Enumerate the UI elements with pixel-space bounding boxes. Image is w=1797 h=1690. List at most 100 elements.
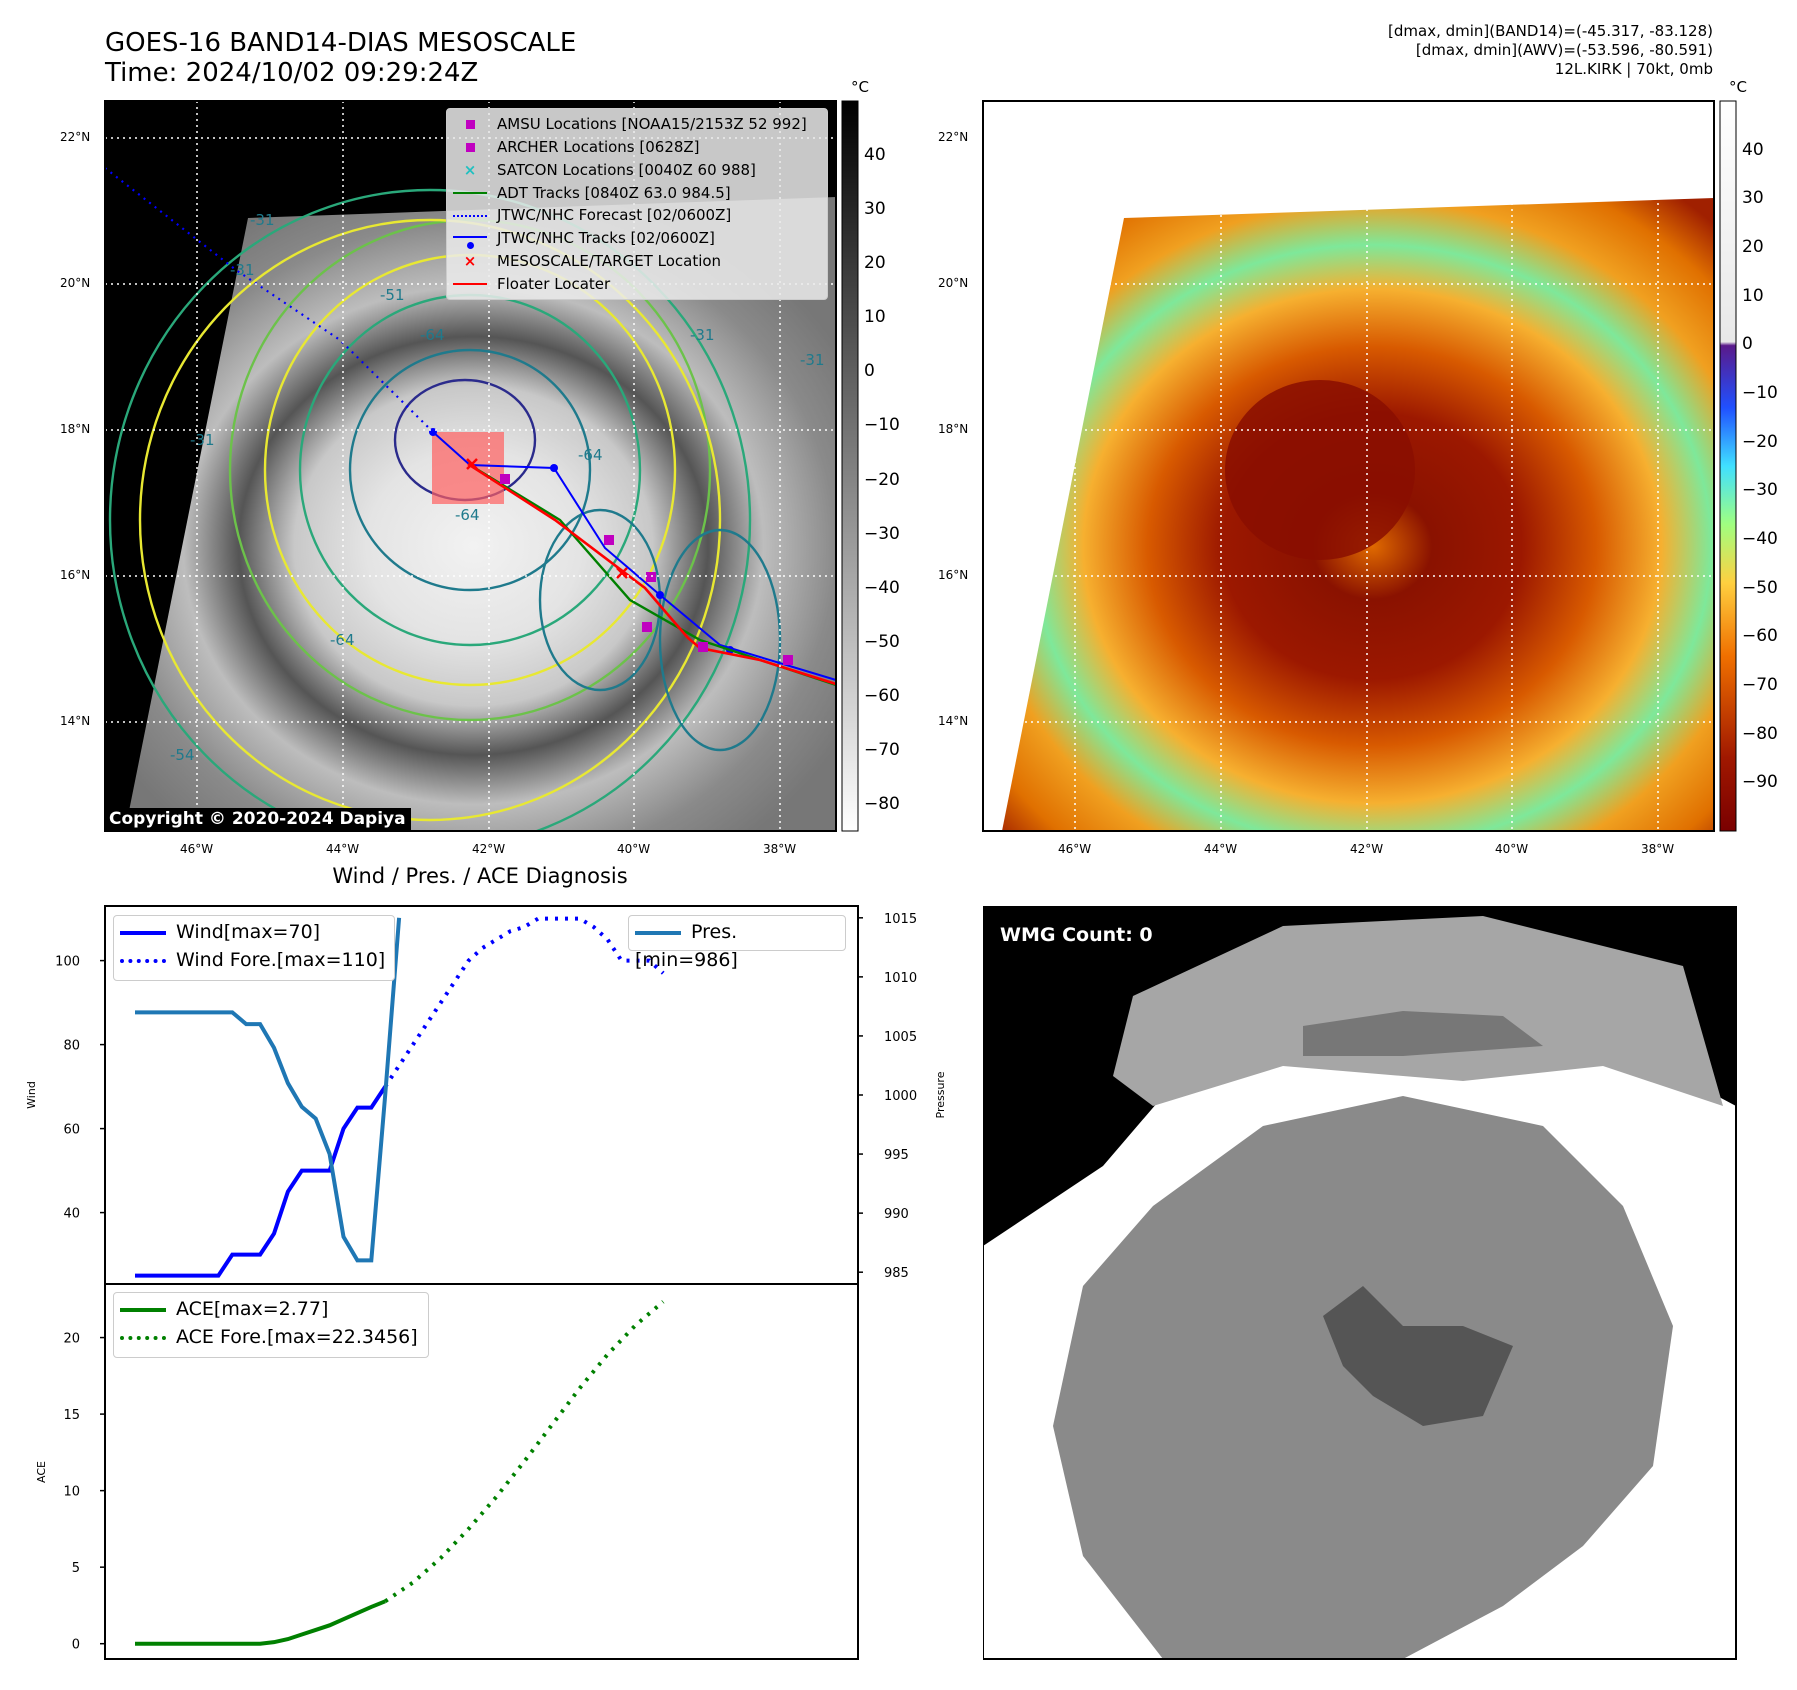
ir-colorbar-tick: 30 [864, 199, 886, 220]
wmg-mid-gray-band [1303, 1011, 1543, 1056]
legend-swatch [453, 214, 487, 217]
wv-lat-16: 16°N [938, 568, 969, 582]
wv-colorbar-ticks: 40 30 20 10 0 −10 −20 −30 −40 −50 −60 −70 −80 −90 [1742, 101, 1792, 831]
contour-label: -31 [800, 351, 825, 369]
ir-map-frame [104, 100, 837, 832]
wind-legend: Wind[max=70] Wind Fore.[max=110] [113, 915, 395, 981]
contour-label: -31 [230, 261, 255, 279]
ace-line [135, 1599, 386, 1646]
ir-lat-18: 18°N [60, 422, 91, 436]
pressure-tick-label: 990 [884, 1207, 909, 1222]
ace-tick-label: 15 [63, 1408, 80, 1423]
ace-tick-label: 5 [72, 1561, 80, 1576]
ace-legend-item: ACE[max=2.77] [120, 1295, 422, 1323]
legend-label: AMSU Locations [NOAA15/2153Z 52 992] [497, 115, 807, 133]
wv-colorbar [1719, 100, 1737, 832]
wv-lon-38: 38°W [1641, 842, 1675, 856]
wv-colorbar-unit: °C [1729, 78, 1747, 96]
contour-label: -31 [690, 326, 715, 344]
amsu-markers [500, 474, 793, 665]
contour-label: -51 [380, 286, 405, 304]
map-legend: AMSU Locations [NOAA15/2153Z 52 992] ARCH… [446, 108, 828, 300]
legend-label: Floater Locater [497, 274, 611, 293]
wv-lat-20: 20°N [938, 276, 969, 290]
ir-swath [125, 197, 836, 831]
ace-tick-label: 20 [63, 1332, 80, 1347]
ace-legend: ACE[max=2.77] ACE Fore.[max=22.3456] [113, 1292, 429, 1358]
wv-lon-labels: 46°W 44°W 42°W 40°W 38°W [0, 842, 1797, 858]
ace-tick-label: 10 [63, 1485, 80, 1500]
legend-item: ARCHER Locations [0628Z] [453, 136, 821, 159]
ir-lat-22: 22°N [60, 130, 91, 144]
wv-map-frame [982, 100, 1715, 832]
legend-swatch [453, 136, 487, 159]
ir-colorbar-tick: 0 [864, 361, 875, 382]
wv-colorbar-tick: 0 [1742, 334, 1753, 355]
ir-lat-16: 16°N [60, 568, 91, 582]
storm-info: 12L.KIRK | 70kt, 0mb [1554, 60, 1713, 78]
wv-colorbar-tick: −30 [1742, 480, 1778, 501]
wv-colorbar-tick: 40 [1742, 139, 1764, 160]
legend-item: × SATCON Locations [0040Z 60 988] [453, 159, 821, 182]
contour-label: -31 [190, 431, 215, 449]
wind-ylabel: Wind [25, 1081, 38, 1109]
legend-item: × MESOSCALE/TARGET Location [453, 250, 821, 273]
wmg-eye-region [1323, 1286, 1513, 1426]
ir-colorbar-tick: −70 [864, 739, 900, 760]
wv-lon-40: 40°W [1495, 842, 1529, 856]
wv-colorbar-tick: −40 [1742, 529, 1778, 549]
wind-tick-label: 100 [55, 955, 80, 970]
wmg-count-badge: WMG Count: 0 [993, 921, 1160, 949]
diagnosis-title: Wind / Pres. / ACE Diagnosis [332, 864, 628, 888]
stats-awv: [dmax, dmin](AWV)=(-53.596, -80.591) [1415, 41, 1713, 59]
pressure-tick-label: 1010 [884, 971, 917, 986]
pressure-tick-label: 985 [884, 1266, 909, 1281]
ir-colorbar-tick: −40 [864, 577, 900, 598]
legend-item: JTWC/NHC Tracks [02/0600Z] [453, 227, 821, 250]
wind-fore-legend-item: Wind Fore.[max=110] [120, 946, 388, 974]
ace-fore-legend-item: ACE Fore.[max=22.3456] [120, 1323, 422, 1351]
pressure-tick-label: 1015 [884, 912, 917, 927]
target-markers [466, 458, 628, 579]
stats-band14: [dmax, dmin](BAND14)=(-45.317, -83.128) [1388, 22, 1713, 40]
wind-tick-label: 60 [63, 1123, 80, 1138]
copyright-label: Copyright © 2020-2024 Dapiya [104, 808, 411, 830]
legend-swatch [453, 283, 487, 286]
ir-lon-44: 44°W [326, 842, 360, 856]
wv-colorbar-tick: −90 [1742, 772, 1778, 793]
ir-colorbar-tick: −60 [864, 685, 900, 706]
ir-lon-38: 38°W [763, 842, 797, 856]
wv-map-grid [983, 101, 1714, 831]
pressure-line [135, 917, 402, 1263]
legend-label: SATCON Locations [0040Z 60 988] [497, 160, 756, 179]
ir-colorbar-tick: −50 [864, 631, 900, 652]
wv-colorbar-tick: −70 [1742, 675, 1778, 695]
ir-colorbar-tick: −30 [864, 523, 900, 544]
pressure-tick-label: 1000 [884, 1089, 917, 1104]
wv-colorbar-tick: −80 [1742, 723, 1778, 744]
ir-lat-20: 20°N [60, 276, 91, 290]
pressure-tick-label: 995 [884, 1148, 909, 1163]
title-line-2: Time: 2024/10/02 09:29:24Z [105, 58, 479, 88]
contour-label: -64 [455, 506, 480, 524]
contour-label: -31 [250, 211, 275, 229]
ir-colorbar [841, 100, 859, 832]
ir-colorbar-unit: °C [851, 78, 869, 96]
ir-colorbar-ticks: 40 30 20 10 0 −10 −20 −30 −40 −50 −60 −70 −80 [864, 101, 904, 831]
wv-colorbar-tick: 30 [1742, 188, 1764, 209]
adt-track [469, 463, 837, 687]
wmg-panel [983, 906, 1737, 1660]
wv-colorbar-tick: −50 [1742, 577, 1778, 598]
wv-colorbar-tick: 10 [1742, 285, 1764, 306]
legend-swatch: × [463, 252, 477, 271]
legend-swatch: × [463, 160, 477, 179]
wv-lon-42: 42°W [1350, 842, 1384, 856]
ir-colorbar-tick: 40 [864, 145, 886, 166]
pressure-tick-label: 1005 [884, 1030, 917, 1045]
legend-label: MESOSCALE/TARGET Location [497, 252, 722, 271]
pressure-legend: Pres.[min=986] [628, 915, 846, 971]
legend-swatch [453, 235, 487, 249]
wv-lat-14: 14°N [938, 714, 969, 728]
wv-colorbar-tick: −20 [1742, 431, 1778, 452]
